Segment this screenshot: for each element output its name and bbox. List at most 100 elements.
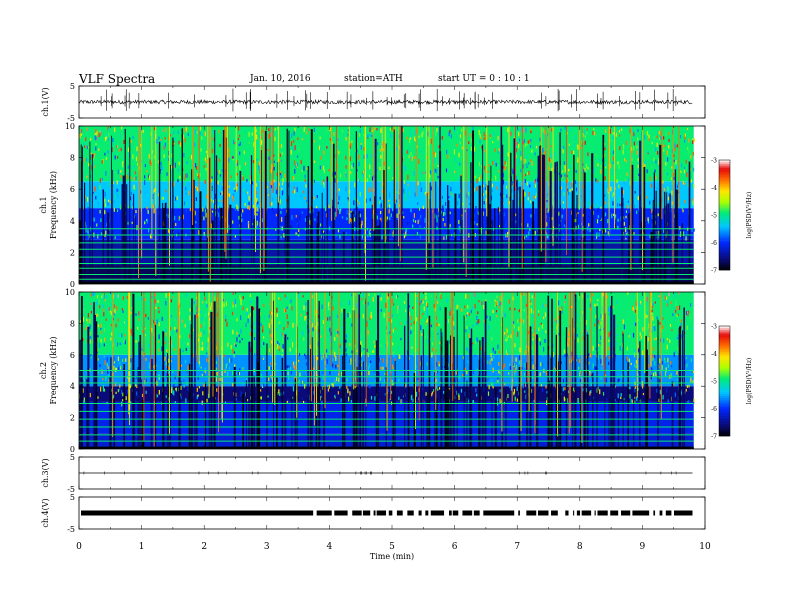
station-label: station=ATH	[344, 74, 403, 84]
ch1-spectrogram-sferic	[364, 126, 366, 254]
ch1-spectrogram-speckle	[281, 190, 284, 196]
ch2-spectrogram-speckle	[512, 362, 515, 366]
ch1-spectrogram-speckle	[562, 201, 565, 204]
ch2-spectrogram-speckle	[589, 391, 591, 396]
ch2-spectrogram-speckle	[232, 292, 234, 295]
ch2-spectrogram-speckle	[426, 306, 428, 312]
ch2-spectrogram-speckle	[295, 390, 297, 396]
ch1-spectrogram-speckle	[629, 128, 631, 134]
ch2-spectrogram-speckle	[651, 305, 654, 309]
ch2-spectrogram-speckle	[539, 337, 541, 341]
ch2-spectrogram-speckle	[189, 308, 191, 312]
ch1-spectrogram-speckle	[369, 164, 371, 170]
ch1-spectrogram-speckle	[306, 199, 308, 204]
ch2-spectrogram-speckle	[690, 358, 692, 363]
ch1-spectrogram-speckle	[509, 199, 511, 205]
ch2-spectrogram-speckle	[661, 360, 663, 365]
ch2-spectrogram-speckle	[592, 331, 594, 335]
ch2-spectrogram-speckle	[676, 370, 678, 375]
ch2-spectrogram-speckle	[400, 337, 402, 341]
ch2-spectrogram-speckle	[535, 329, 537, 333]
ch1-spectrogram-speckle	[349, 143, 351, 149]
ch2-spectrogram-speckle	[97, 324, 99, 328]
ch2-spectrogram-speckle	[210, 302, 212, 307]
ch1-spectrogram-speckle	[531, 160, 533, 166]
ch1-spectrogram-speckle	[409, 221, 411, 226]
ch2-spectrogram-speckle	[106, 363, 108, 366]
ch1-spectrogram-speckle	[275, 186, 277, 191]
ch2-spectrogram-speckle	[180, 385, 182, 391]
ch1-spectrogram-speckle	[419, 134, 421, 138]
ch1-spectrogram-speckle	[175, 137, 177, 141]
ch1-spectrogram-speckle	[333, 132, 335, 137]
ch2-spectrogram-speckle	[589, 353, 591, 357]
ch2-spectrogram-streak	[354, 387, 356, 449]
ch1-spectrogram-speckle	[305, 184, 307, 188]
ch2-spectrogram-speckle	[341, 347, 343, 352]
ch1-spectrogram-speckle	[387, 143, 389, 146]
ch1-spectrogram-streak	[264, 130, 267, 284]
ch1-spectrogram-speckle	[475, 206, 477, 209]
ch2-spectrogram-speckle	[301, 380, 304, 385]
ch2-spectrogram-speckle	[367, 352, 369, 358]
ch2-spectrogram-speckle	[215, 360, 217, 364]
ch2-spectrogram-speckle	[260, 373, 262, 378]
ch2-spectrogram-speckle	[227, 371, 229, 377]
ch2-spectrogram-speckle	[472, 400, 474, 404]
ch1-spectrogram-speckle	[296, 187, 298, 193]
ch1-spectrogram-speckle	[534, 152, 536, 156]
ch2-spectrogram-speckle	[672, 313, 674, 317]
ch2-spectrogram-speckle	[174, 401, 176, 404]
ch2-spectrogram-speckle	[110, 342, 112, 346]
ch1-spectrogram-colorbar-cell	[719, 204, 730, 207]
ch2-spectrogram-speckle	[196, 387, 198, 392]
ch2-spectrogram-speckle	[567, 337, 569, 342]
ch2-spectrogram-speckle	[496, 295, 498, 299]
ch2-spectrogram-speckle	[659, 389, 661, 395]
ch2-spectrogram-speckle	[634, 396, 636, 399]
ch1-spectrogram-speckle	[687, 146, 689, 151]
ch2-spectrogram-speckle	[305, 307, 307, 313]
ch1-spectrogram-speckle	[87, 187, 89, 191]
ch2-spectrogram-speckle	[122, 310, 124, 313]
ch1-spectrogram-speckle	[452, 193, 454, 197]
ch1-spectrogram-speckle	[609, 163, 611, 169]
ch1-spectrogram-speckle	[496, 186, 498, 190]
ch2-spectrogram-speckle	[443, 390, 445, 394]
ch2-spectrogram-speckle	[215, 339, 217, 345]
ch1-spectrogram-speckle	[665, 205, 667, 211]
ch2-spectrogram-speckle	[169, 326, 172, 331]
ch1-spectrogram-speckle	[563, 145, 565, 150]
ch1-spectrogram-speckle	[239, 141, 241, 146]
ch1-spectrogram-speckle	[558, 211, 560, 216]
ch2-spectrogram-speckle	[135, 375, 137, 380]
ch1-spectrogram-speckle	[611, 199, 613, 202]
ch1-spectrogram-colorbar-cell	[719, 249, 730, 252]
ch1-spectrogram-speckle	[527, 172, 529, 175]
ch1-spectrogram-speckle	[241, 218, 243, 222]
ch1-spectrogram-speckle	[578, 127, 580, 133]
ch1-spectrogram-speckle	[409, 136, 412, 140]
ch1-spectrogram-speckle	[204, 131, 206, 137]
ch2-spectrogram-speckle	[347, 388, 349, 393]
ch1-spectrogram-speckle	[294, 145, 296, 151]
ch2-spectrogram-speckle	[600, 358, 602, 364]
ch2-spectrogram-speckle	[303, 337, 305, 341]
ch1-spectrogram-speckle	[105, 171, 107, 176]
ch1-spectrogram-streak	[253, 218, 255, 284]
ch2-spectrogram-speckle	[495, 319, 497, 325]
ch1-spectrogram-speckle	[665, 132, 667, 137]
ch1-spectrogram-speckle	[143, 207, 146, 213]
ch1-spectrogram-speckle	[612, 134, 614, 140]
ch2-spectrogram-streak	[491, 399, 493, 449]
ch1-spectrogram-speckle	[232, 197, 235, 202]
ch2-spectrogram-speckle	[215, 303, 217, 306]
ch1-spectrogram-speckle	[383, 141, 385, 146]
ch1-spectrogram-streak	[89, 141, 91, 284]
ch1-spectrogram-speckle	[587, 182, 589, 185]
ch2-spectrogram-speckle	[659, 321, 661, 325]
ch2-spectrogram-speckle	[286, 314, 288, 320]
ch2-spectrogram-speckle	[597, 299, 599, 302]
ch2-spectrogram-speckle	[334, 395, 336, 398]
ch2-spectrogram-speckle	[441, 332, 443, 337]
